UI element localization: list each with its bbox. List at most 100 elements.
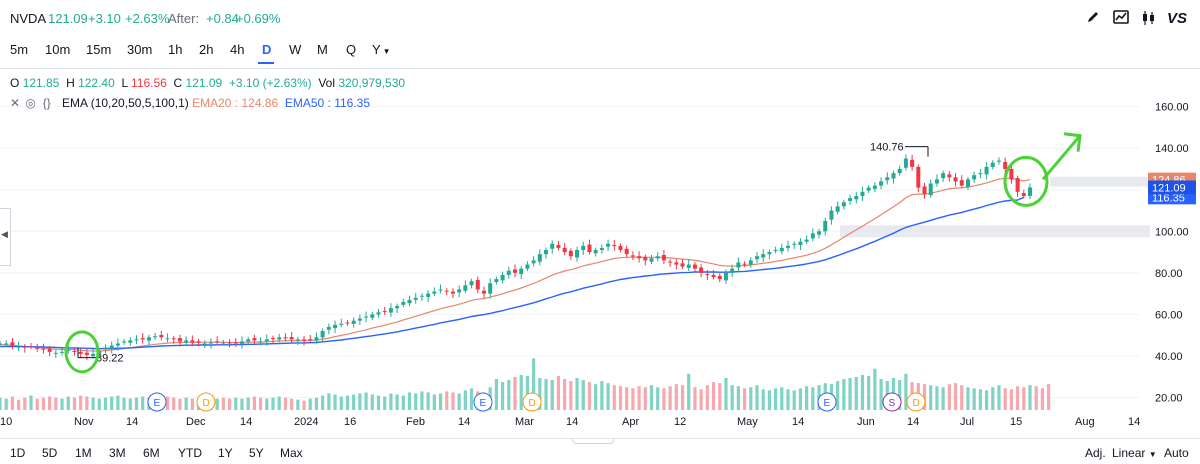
candle-body: [984, 166, 989, 175]
volume-bar: [445, 391, 449, 410]
source-code-icon[interactable]: {}: [42, 96, 51, 110]
volume-bar: [296, 399, 300, 410]
candle-body: [215, 341, 220, 343]
candle-body: [481, 290, 486, 294]
volume-bar: [215, 398, 219, 410]
interval-15m[interactable]: 15m: [86, 42, 112, 57]
interval-q[interactable]: Q: [346, 42, 357, 57]
candles-icon[interactable]: [1138, 10, 1160, 30]
volume-bar: [352, 394, 356, 410]
volume-bar: [302, 400, 306, 410]
x-tick-label: Dec: [186, 416, 206, 428]
collapse-icon[interactable]: ✕: [10, 96, 21, 110]
interval-y[interactable]: Y ▼: [372, 42, 391, 57]
candle-body: [53, 352, 58, 354]
interval-4h[interactable]: 4h: [230, 42, 245, 57]
volume-bar: [85, 396, 89, 410]
range-1d[interactable]: 1D: [10, 446, 26, 460]
x-tick-label: 14: [126, 416, 138, 428]
bottom-panel-handle[interactable]: [572, 439, 614, 444]
candle-body: [692, 264, 697, 269]
volume-bar: [811, 387, 815, 410]
candle-body: [146, 337, 151, 341]
after-hours-change-pct: +0.69%: [236, 11, 281, 26]
interval-w[interactable]: W: [289, 42, 302, 57]
volume-bar: [4, 398, 8, 410]
range-6m[interactable]: 6M: [143, 446, 160, 460]
compare-vs-icon[interactable]: VS: [1166, 10, 1187, 27]
x-tick-label: 14: [792, 416, 804, 428]
interval-active-underline: [258, 62, 274, 64]
chevron-down-icon: ▼: [1148, 450, 1157, 459]
chart-style-icon[interactable]: [1110, 10, 1132, 30]
volume-bar: [0, 397, 2, 410]
volume-bar: [60, 398, 64, 410]
volume-bar: [786, 389, 790, 410]
volume-bar: [308, 398, 312, 410]
range-5d[interactable]: 5D: [42, 446, 58, 460]
high-label: H: [66, 76, 75, 90]
candle-body: [66, 349, 71, 351]
candle-body: [388, 308, 393, 313]
range-5y[interactable]: 5Y: [249, 446, 264, 460]
volume-bar: [798, 388, 803, 410]
interval-10m[interactable]: 10m: [45, 42, 71, 57]
candle-body: [351, 320, 356, 324]
interval-d[interactable]: D: [262, 42, 272, 57]
interval-5m[interactable]: 5m: [10, 42, 29, 57]
volume-bar: [246, 397, 250, 410]
candle-body: [519, 268, 524, 275]
candle-body: [401, 301, 406, 305]
volume-bar: [761, 389, 765, 410]
candle-body: [661, 254, 666, 261]
chevron-left-icon: ◀: [1, 229, 8, 239]
interval-m[interactable]: M: [317, 42, 328, 57]
range-ytd[interactable]: YTD: [178, 446, 202, 460]
candle-body: [500, 274, 505, 281]
candle-body: [767, 252, 772, 255]
candle-body: [1003, 161, 1008, 169]
candle-body: [730, 268, 735, 273]
range-1m[interactable]: 1M: [75, 446, 92, 460]
range-max[interactable]: Max: [280, 446, 303, 460]
interval-30m[interactable]: 30m: [127, 42, 153, 57]
auto-scale-toggle[interactable]: Auto: [1164, 446, 1189, 460]
volume-bar: [165, 396, 170, 410]
candle-body: [978, 173, 983, 175]
volume-bar: [724, 377, 728, 410]
candle-body: [165, 338, 170, 340]
interval-2h[interactable]: 2h: [199, 42, 214, 57]
volume-bar: [960, 385, 964, 410]
x-tick-label: Nov: [74, 416, 94, 428]
ema50-tag-label: 116.35: [1152, 192, 1185, 204]
candle-body: [277, 337, 282, 340]
range-1y[interactable]: 1Y: [218, 446, 233, 460]
volume-bar: [1003, 388, 1007, 410]
volume-value: 320,979,530: [338, 76, 406, 90]
left-collapse-handle[interactable]: ◀: [0, 208, 11, 266]
volume-bar: [23, 397, 27, 410]
pencil-icon[interactable]: [1082, 10, 1104, 30]
range-3m[interactable]: 3M: [109, 446, 126, 460]
candle-body: [84, 352, 89, 355]
after-hours-label: After:: [168, 11, 200, 26]
candle-body: [525, 264, 530, 269]
volume-bar: [66, 396, 70, 410]
x-tick-label: 14: [240, 416, 252, 428]
scale-selector[interactable]: Linear ▼: [1112, 446, 1157, 460]
ema-indicator-name[interactable]: EMA (10,20,50,5,100,1): [62, 96, 189, 110]
interval-1h[interactable]: 1h: [168, 42, 183, 57]
candle-body: [1009, 168, 1014, 180]
price-chart[interactable]: 20.0040.0060.0080.00100.00120.00140.0016…: [0, 68, 1200, 438]
low-price-label: 39.22: [96, 353, 124, 365]
symbol[interactable]: NVDA: [10, 11, 47, 26]
adjusted-toggle[interactable]: Adj.: [1085, 446, 1106, 460]
visibility-icon[interactable]: ◎: [25, 96, 36, 110]
volume-bar: [240, 398, 244, 410]
volume-bar: [221, 397, 225, 410]
resistance-zone: [1050, 176, 1150, 187]
volume-bar: [997, 385, 1001, 410]
volume-bar: [364, 392, 368, 410]
volume-bar: [1028, 385, 1032, 410]
candle-body: [748, 260, 753, 265]
